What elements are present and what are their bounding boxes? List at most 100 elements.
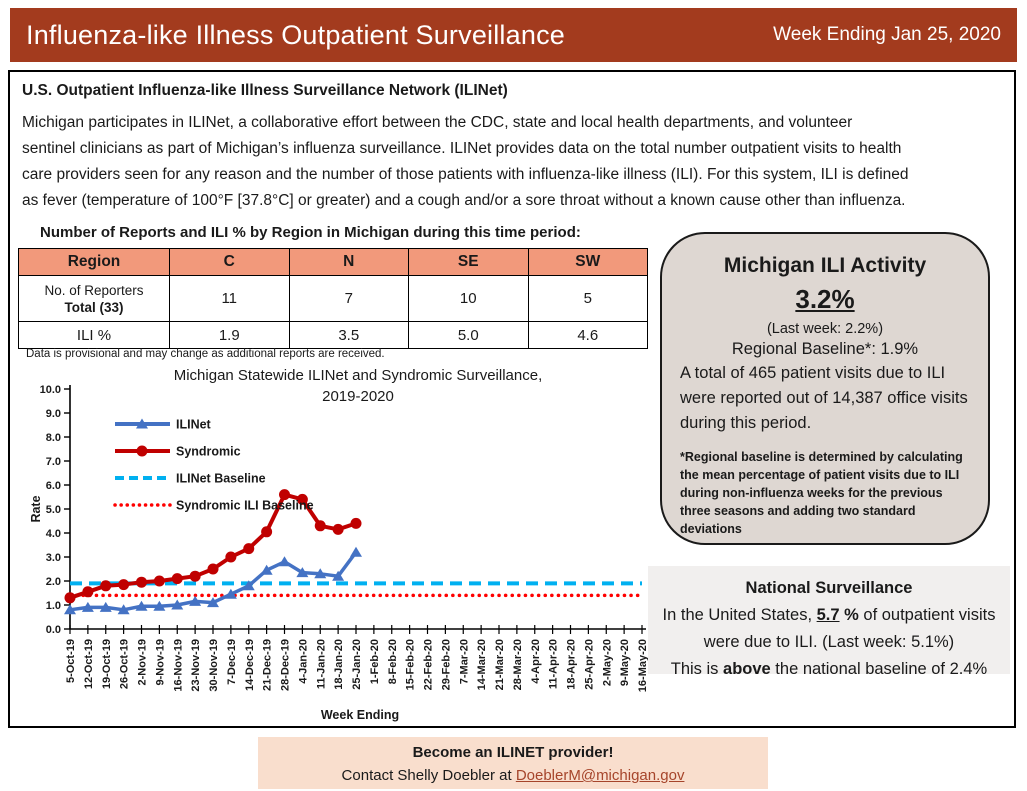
header-cell-region: Region bbox=[18, 248, 170, 276]
reporters-value-c: 11 bbox=[169, 275, 290, 322]
svg-text:29-Feb-20: 29-Feb-20 bbox=[440, 639, 452, 690]
ili-chart-svg: Michigan Statewide ILINet and Syndromic … bbox=[29, 367, 649, 722]
svg-text:7.0: 7.0 bbox=[46, 456, 61, 468]
email-link[interactable]: DoeblerM@michigan.gov bbox=[515, 767, 685, 784]
svg-text:2-May-20: 2-May-20 bbox=[601, 639, 613, 686]
national-rate-value: 5.7 bbox=[816, 606, 840, 624]
svg-text:16-Nov-19: 16-Nov-19 bbox=[172, 639, 184, 692]
ili-label: ILI % bbox=[18, 321, 170, 349]
svg-text:28-Mar-20: 28-Mar-20 bbox=[512, 639, 524, 690]
svg-text:11-Jan-20: 11-Jan-20 bbox=[315, 639, 327, 689]
svg-text:Syndromic ILI Baseline: Syndromic ILI Baseline bbox=[176, 499, 314, 513]
header-banner: Influenza-like Illness Outpatient Survei… bbox=[10, 8, 1017, 62]
national-text: In the United States, 5.7 % of outpatien… bbox=[662, 606, 996, 678]
svg-text:12-Oct-19: 12-Oct-19 bbox=[83, 639, 95, 689]
svg-text:25-Apr-20: 25-Apr-20 bbox=[583, 639, 595, 690]
table-header-row: Region C N SE SW bbox=[18, 248, 648, 276]
svg-text:5-Oct-19: 5-Oct-19 bbox=[65, 639, 77, 683]
svg-text:1.0: 1.0 bbox=[46, 600, 61, 612]
svg-text:21-Dec-19: 21-Dec-19 bbox=[262, 639, 274, 691]
reporters-label: No. of Reporters Total (33) bbox=[18, 275, 170, 322]
svg-text:9-Nov-19: 9-Nov-19 bbox=[154, 639, 166, 685]
region-table: Region C N SE SW No. of Reporters Total … bbox=[18, 248, 648, 349]
svg-text:Syndromic: Syndromic bbox=[176, 445, 241, 459]
footer-banner: Become an ILINET provider! Contact Shell… bbox=[258, 737, 768, 789]
svg-text:8.0: 8.0 bbox=[46, 432, 61, 444]
michigan-ili-activity-box: Michigan ILI Activity 3.2% (Last week: 2… bbox=[660, 232, 990, 545]
svg-text:21-Mar-20: 21-Mar-20 bbox=[494, 639, 506, 690]
description-line: as fever (temperature of 100°F [37.8°C] … bbox=[22, 192, 906, 209]
svg-text:Week Ending: Week Ending bbox=[321, 708, 399, 722]
table-row: No. of Reporters Total (33) 11 7 10 5 bbox=[18, 275, 648, 322]
svg-text:28-Dec-19: 28-Dec-19 bbox=[280, 639, 292, 691]
svg-text:26-Oct-19: 26-Oct-19 bbox=[119, 639, 131, 689]
ilinet-description: Michigan participates in ILINet, a colla… bbox=[22, 110, 1014, 214]
ili-value-c: 1.9 bbox=[169, 321, 290, 349]
svg-text:2-Nov-19: 2-Nov-19 bbox=[137, 639, 149, 685]
activity-regional-baseline: Regional Baseline*: 1.9% bbox=[731, 340, 919, 358]
header-cell-sw: SW bbox=[527, 248, 648, 276]
svg-text:3.0: 3.0 bbox=[46, 552, 61, 564]
national-title: National Surveillance bbox=[745, 579, 913, 597]
svg-text:ILINet Baseline: ILINet Baseline bbox=[176, 472, 266, 486]
svg-text:9-May-20: 9-May-20 bbox=[619, 639, 631, 686]
svg-text:16-May-20: 16-May-20 bbox=[637, 639, 649, 692]
national-surveillance-box: National Surveillance In the United Stat… bbox=[648, 566, 1010, 678]
svg-text:23-Nov-19: 23-Nov-19 bbox=[190, 639, 202, 692]
ili-value-sw: 4.6 bbox=[527, 321, 648, 349]
week-ending-label: Week Ending Jan 25, 2020 bbox=[773, 24, 1001, 45]
description-line: sentinel clinicians as part of Michigan’… bbox=[22, 140, 902, 157]
activity-value: 3.2% bbox=[795, 284, 855, 314]
surveillance-card: U.S. Outpatient Influenza-like Illness S… bbox=[8, 70, 1016, 728]
svg-text:15-Feb-20: 15-Feb-20 bbox=[405, 639, 417, 690]
svg-text:1-Feb-20: 1-Feb-20 bbox=[369, 639, 381, 684]
ili-value-n: 3.5 bbox=[288, 321, 409, 349]
svg-text:9.0: 9.0 bbox=[46, 408, 61, 420]
activity-summary: A total of 465 patient visits due to ILI… bbox=[680, 364, 968, 432]
svg-text:4-Jan-20: 4-Jan-20 bbox=[297, 639, 309, 684]
provisional-note: Data is provisional and may change as ad… bbox=[26, 348, 385, 360]
national-above-flag: above bbox=[723, 660, 771, 678]
section-heading: U.S. Outpatient Influenza-like Illness S… bbox=[22, 82, 508, 99]
svg-text:10.0: 10.0 bbox=[40, 384, 61, 396]
reporters-value-se: 10 bbox=[408, 275, 529, 322]
header-cell-se: SE bbox=[408, 248, 529, 276]
svg-text:22-Feb-20: 22-Feb-20 bbox=[423, 639, 435, 690]
activity-last-week: (Last week: 2.2%) bbox=[766, 321, 884, 337]
description-line: care providers seen for any reason and t… bbox=[22, 166, 909, 183]
activity-footnote: *Regional baseline is determined by calc… bbox=[680, 450, 963, 536]
svg-text:14-Dec-19: 14-Dec-19 bbox=[244, 639, 256, 691]
svg-text:ILINet: ILINet bbox=[176, 418, 212, 432]
reporters-value-sw: 5 bbox=[527, 275, 648, 322]
svg-text:5.0: 5.0 bbox=[46, 504, 61, 516]
svg-text:18-Apr-20: 18-Apr-20 bbox=[566, 639, 578, 690]
report-title: Influenza-like Illness Outpatient Survei… bbox=[26, 19, 565, 50]
svg-text:0.0: 0.0 bbox=[46, 624, 61, 636]
svg-text:2.0: 2.0 bbox=[46, 576, 61, 588]
footer-title: Become an ILINET provider! bbox=[412, 744, 614, 761]
footer-contact: Contact Shelly Doebler at DoeblerM@michi… bbox=[341, 767, 685, 784]
svg-text:7-Mar-20: 7-Mar-20 bbox=[458, 639, 470, 684]
svg-text:Michigan Statewide ILINet and: Michigan Statewide ILINet and Syndromic … bbox=[174, 367, 543, 384]
header-cell-c: C bbox=[169, 248, 290, 276]
svg-text:30-Nov-19: 30-Nov-19 bbox=[208, 639, 220, 692]
svg-text:25-Jan-20: 25-Jan-20 bbox=[351, 639, 363, 690]
svg-text:18-Jan-20: 18-Jan-20 bbox=[333, 639, 345, 690]
svg-text:14-Mar-20: 14-Mar-20 bbox=[476, 639, 488, 690]
svg-text:2019-2020: 2019-2020 bbox=[322, 388, 394, 405]
svg-text:Rate: Rate bbox=[30, 495, 43, 522]
description-line: Michigan participates in ILINet, a colla… bbox=[22, 114, 853, 131]
ili-chart: Michigan Statewide ILINet and Syndromic … bbox=[29, 367, 660, 729]
header-cell-n: N bbox=[288, 248, 409, 276]
svg-text:19-Oct-19: 19-Oct-19 bbox=[101, 639, 113, 689]
reporters-value-n: 7 bbox=[288, 275, 409, 322]
table-row: ILI % 1.9 3.5 5.0 4.6 bbox=[18, 321, 648, 349]
svg-text:11-Apr-20: 11-Apr-20 bbox=[548, 639, 560, 689]
ili-value-se: 5.0 bbox=[408, 321, 529, 349]
svg-text:6.0: 6.0 bbox=[46, 480, 61, 492]
activity-title: Michigan ILI Activity bbox=[723, 254, 927, 277]
svg-text:8-Feb-20: 8-Feb-20 bbox=[387, 639, 399, 684]
svg-text:4-Apr-20: 4-Apr-20 bbox=[530, 639, 542, 684]
svg-text:4.0: 4.0 bbox=[46, 528, 61, 540]
svg-text:7-Dec-19: 7-Dec-19 bbox=[226, 639, 238, 685]
